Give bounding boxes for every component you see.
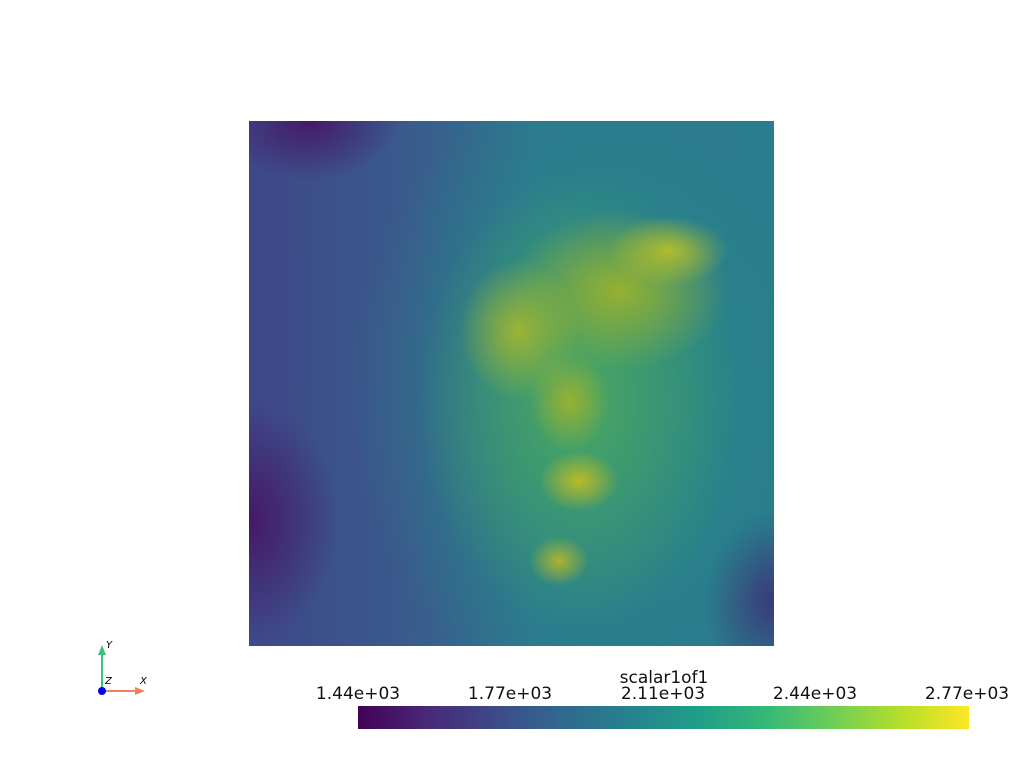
colorbar [358,706,969,729]
colorbar-title: scalar1of1 [619,668,709,688]
y-axis-label: Y [106,640,113,651]
colorbar-tick: 1.44e+03 [315,684,401,704]
x-axis-label: X [140,676,147,687]
orientation-axes: Y X Z [90,640,160,700]
z-axis-label: Z [105,676,112,687]
axes-triad-icon [98,645,145,695]
colorbar-tick: 2.44e+03 [772,684,858,704]
colorbar-tick: 1.77e+03 [467,684,553,704]
colorbar-tick: 2.77e+03 [924,684,1010,704]
colorbar-tick: 2.11e+03 [620,684,706,704]
scalar-field-plot[interactable] [249,121,774,646]
